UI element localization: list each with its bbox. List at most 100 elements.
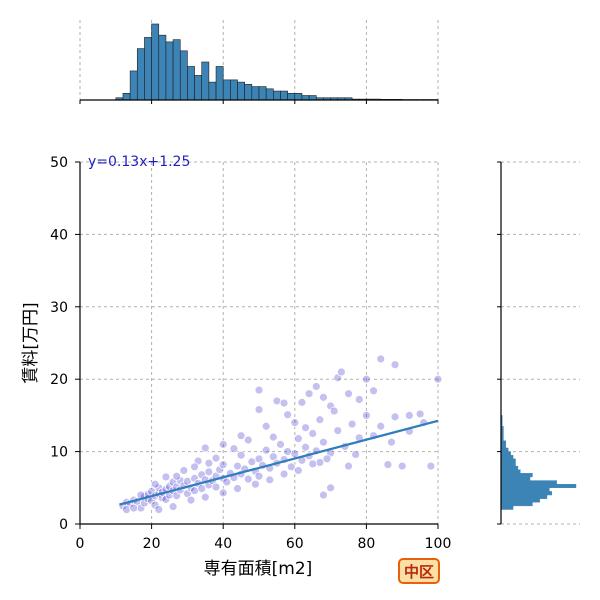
scatter-point xyxy=(326,483,336,493)
scatter-point xyxy=(200,443,210,453)
scatter-point xyxy=(336,367,346,377)
right-hist-bar xyxy=(500,476,531,481)
x-axis-label: 専有面積[m2] xyxy=(204,559,313,579)
scatter-point xyxy=(390,360,400,370)
scatter-point xyxy=(286,462,296,472)
y-tick-label: 30 xyxy=(50,300,68,316)
y-tick-label: 40 xyxy=(50,227,68,243)
scatter-point xyxy=(197,484,207,493)
scatter-point xyxy=(279,398,289,408)
scatter-point xyxy=(211,482,221,492)
scatter-point xyxy=(200,492,210,502)
scatter-point xyxy=(344,461,353,471)
top-histogram xyxy=(79,20,439,104)
right-hist-bar xyxy=(500,502,533,507)
top-hist-bar xyxy=(251,86,260,101)
y-axis-label: 賃料[万円] xyxy=(21,302,41,383)
scatter-point xyxy=(297,397,307,407)
scatter-point xyxy=(222,477,232,487)
scatter-point xyxy=(254,471,264,481)
scatter-point xyxy=(243,474,253,484)
scatter-point xyxy=(254,405,264,415)
scatter-point xyxy=(218,460,228,470)
regression-equation: y=0.13x+1.25 xyxy=(88,154,190,170)
scatter-point xyxy=(233,484,242,493)
top-hist-bar xyxy=(179,50,188,101)
right-hist-bar xyxy=(500,465,519,470)
right-hist-bar xyxy=(500,487,550,492)
right-histogram xyxy=(497,161,580,525)
scatter-point xyxy=(204,458,214,468)
top-hist-bar xyxy=(208,81,217,101)
right-hist-bar xyxy=(500,455,514,460)
x-tick-label: 20 xyxy=(143,536,161,552)
y-tick-label: 50 xyxy=(50,155,68,171)
scatter-point xyxy=(333,426,343,436)
scatter-point xyxy=(293,434,303,443)
scatter-point xyxy=(172,471,182,481)
top-hist-bar xyxy=(230,79,238,101)
scatter-point xyxy=(276,439,285,449)
scatter-point xyxy=(354,395,364,404)
scatter-point xyxy=(290,418,300,428)
right-hist-bar xyxy=(500,447,509,452)
district-badge: 中区 xyxy=(398,558,440,584)
scatter-point xyxy=(308,429,318,438)
right-hist-bar xyxy=(500,440,507,445)
right-hist-bar xyxy=(500,458,516,463)
scatter-point xyxy=(254,385,264,395)
scatter-point xyxy=(243,435,253,445)
y-tick-label: 10 xyxy=(50,445,68,461)
scatter-point xyxy=(319,392,328,402)
top-hist-bar xyxy=(201,61,210,101)
scatter-point xyxy=(122,505,131,514)
main-axes: 0 20 40 60 80 100 0 10 20 30 40 50 xyxy=(50,155,451,552)
top-hist-bar xyxy=(273,90,281,101)
right-hist-bar xyxy=(500,491,553,496)
scatter-point xyxy=(369,386,378,396)
scatter-point xyxy=(315,415,325,425)
right-hist-bar xyxy=(500,451,511,456)
scatter-point xyxy=(376,421,386,431)
right-hist-bar xyxy=(500,462,516,467)
top-hist-bar xyxy=(258,86,267,101)
x-tick-label: 80 xyxy=(357,536,375,552)
scatter-point xyxy=(301,423,310,433)
scatter-point xyxy=(190,486,199,496)
top-hist-bar xyxy=(158,34,167,101)
scatter-point xyxy=(268,432,278,442)
scatter-point xyxy=(186,495,196,505)
scatter-point xyxy=(283,447,293,457)
scatter-point xyxy=(319,490,328,500)
top-hist-bar xyxy=(280,90,288,101)
top-hist-bar xyxy=(244,84,253,101)
scatter-point xyxy=(329,406,339,416)
scatter-point xyxy=(265,475,275,485)
scatter-point xyxy=(211,453,221,463)
x-tick-label: 100 xyxy=(425,536,452,552)
scatter-point xyxy=(361,374,371,384)
scatter-point xyxy=(290,449,300,459)
x-tick-label: 60 xyxy=(286,536,304,552)
scatter-point xyxy=(344,389,353,399)
right-hist-bar xyxy=(500,444,507,449)
top-hist-bar xyxy=(187,66,195,101)
scatter-point xyxy=(236,431,246,441)
top-hist-bar xyxy=(129,70,138,101)
scatter-point xyxy=(279,469,289,479)
regression-line-group xyxy=(119,419,439,506)
right-hist-bar xyxy=(500,480,557,485)
top-hist-bar xyxy=(215,66,224,101)
top-hist-bar xyxy=(165,41,174,101)
right-hist-bar xyxy=(500,494,548,499)
top-hist-bar xyxy=(122,92,131,101)
right-hist-bar xyxy=(500,498,540,503)
scatter-point xyxy=(190,462,199,472)
top-hist-bar xyxy=(308,95,317,101)
top-hist-bar xyxy=(287,92,296,101)
y-tick-label: 20 xyxy=(50,372,68,388)
scatter-point xyxy=(311,382,321,391)
scatter-point xyxy=(261,421,271,431)
scatter-point xyxy=(376,354,386,364)
scatter-point xyxy=(283,410,293,420)
